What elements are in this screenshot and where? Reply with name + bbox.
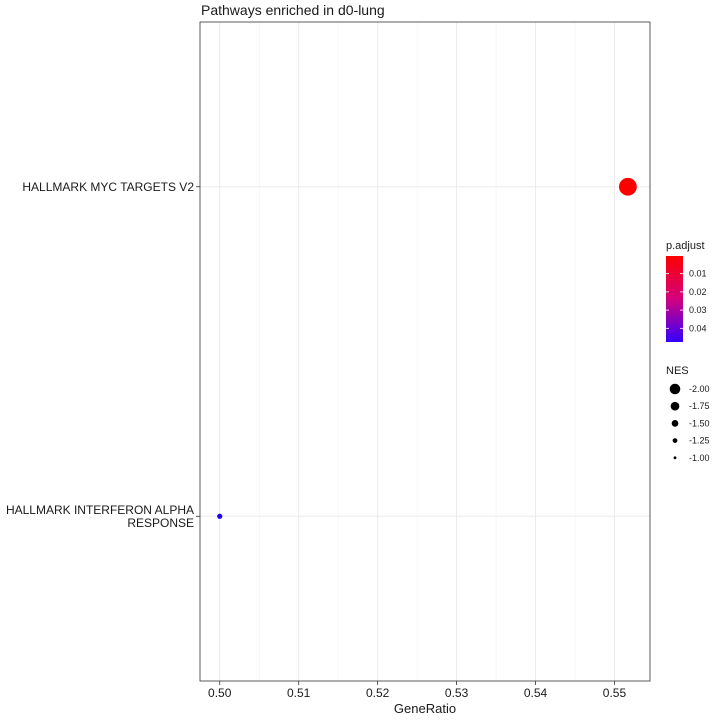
- color-legend: p.adjust 0.01 0.02 0.03 0.04: [666, 240, 707, 342]
- color-legend-tick-label: 0.03: [689, 305, 707, 315]
- size-legend-key-dot: [671, 420, 679, 427]
- size-legend-key-dot: [673, 456, 677, 460]
- major-gridlines: [200, 22, 650, 681]
- data-points: [217, 177, 637, 519]
- panel-background: [200, 22, 650, 681]
- chart-title: Pathways enriched in d0-lung: [201, 2, 385, 18]
- y-category-label: HALLMARK INTERFERON ALPHA: [6, 503, 194, 517]
- x-axis-label: GeneRatio: [394, 701, 456, 716]
- size-legend: NES -2.00 -1.75 -1.50 -1.25 -1.00: [666, 365, 710, 463]
- data-point: [217, 513, 223, 519]
- y-category-label: RESPONSE: [127, 516, 194, 530]
- size-legend-keys: -2.00 -1.75 -1.50 -1.25 -1.00: [669, 383, 710, 463]
- x-tick-label: 0.53: [445, 686, 469, 700]
- size-legend-key-label: -1.75: [689, 401, 710, 411]
- x-tick-label: 0.54: [524, 686, 548, 700]
- size-legend-key-label: -2.00: [689, 384, 710, 394]
- color-legend-ticks: 0.01 0.02 0.03 0.04: [666, 269, 707, 333]
- x-tick-label: 0.50: [208, 686, 232, 700]
- data-point: [618, 177, 637, 196]
- size-legend-key-label: -1.00: [689, 453, 710, 463]
- color-legend-bar: [666, 256, 683, 342]
- size-legend-key-dot: [670, 401, 680, 411]
- x-tick-label: 0.52: [366, 686, 390, 700]
- color-legend-tick-label: 0.01: [689, 269, 707, 279]
- color-legend-tick-label: 0.04: [689, 323, 707, 333]
- size-legend-key-dot: [672, 438, 678, 443]
- minor-gridlines: [258, 22, 576, 681]
- x-tick-label: 0.55: [603, 686, 627, 700]
- size-legend-key-label: -1.25: [689, 436, 710, 446]
- size-legend-key-label: -1.50: [689, 418, 710, 428]
- y-category-label: HALLMARK MYC TARGETS V2: [22, 180, 194, 194]
- size-legend-title: NES: [666, 365, 689, 377]
- size-legend-key-dot: [669, 383, 681, 395]
- plot-panel: [199, 21, 651, 682]
- panel-border: [199, 21, 651, 682]
- color-legend-title: p.adjust: [666, 240, 705, 252]
- x-axis: 0.50 0.51 0.52 0.53 0.54 0.55: [208, 681, 626, 700]
- color-legend-tick-label: 0.02: [689, 287, 707, 297]
- x-tick-label: 0.51: [287, 686, 311, 700]
